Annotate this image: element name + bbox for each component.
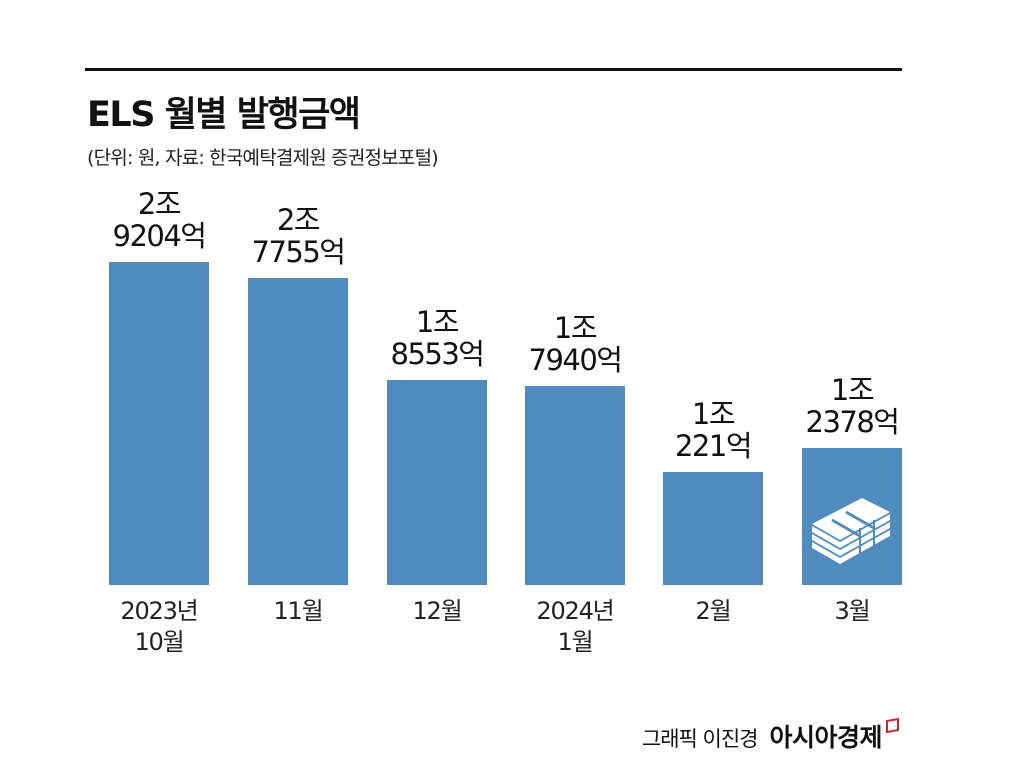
value-label-line: 2조 xyxy=(137,186,182,221)
bar xyxy=(663,471,763,585)
chart-title: ELS 월별 발행금액 xyxy=(87,95,361,135)
category-label-line: 3월 xyxy=(834,597,871,625)
category-label-line: 10월 xyxy=(134,628,184,656)
value-label-line: 7940억 xyxy=(528,343,623,378)
bar xyxy=(248,277,348,585)
category-label-line: 2024년 xyxy=(536,597,614,625)
footer: 그래픽 이진경 아시아경제 xyxy=(641,717,899,754)
category-label: 3월 xyxy=(772,596,932,627)
category-label-line: 11월 xyxy=(273,597,323,625)
bar xyxy=(109,261,209,585)
category-label-line: 12월 xyxy=(412,597,462,625)
category-label: 11월 xyxy=(218,596,378,627)
category-label-line: 2월 xyxy=(695,597,732,625)
value-label-line: 221억 xyxy=(674,428,753,463)
value-label-line: 2378억 xyxy=(805,405,900,440)
category-label: 2월 xyxy=(633,596,793,627)
graphic-credit: 그래픽 이진경 xyxy=(641,727,759,751)
brand-logo: 아시아경제 xyxy=(769,723,882,752)
chart-subtitle: (단위: 원, 자료: 한국예탁결제원 증권정보포털) xyxy=(87,147,439,169)
money-stack-icon xyxy=(812,498,890,564)
bar xyxy=(387,379,487,585)
value-label-line: 1조 xyxy=(553,311,598,346)
value-label-line: 1조 xyxy=(415,304,460,339)
value-label-line: 7755억 xyxy=(251,234,346,269)
brand-mark-icon xyxy=(886,717,899,734)
value-label-line: 8553억 xyxy=(390,336,485,371)
title-rule xyxy=(85,68,902,71)
value-label: 1조 7940억 xyxy=(495,312,655,376)
value-label: 2조 7755억 xyxy=(218,204,378,268)
value-label: 2조 9204억 xyxy=(79,188,239,252)
category-label-line: 2023년 xyxy=(120,597,198,625)
value-label-line: 9204억 xyxy=(112,218,207,253)
value-label-line: 1조 xyxy=(830,373,875,408)
value-label-line: 2조 xyxy=(276,202,321,237)
category-label: 12월 xyxy=(357,596,517,627)
value-label: 1조 221억 xyxy=(633,398,793,462)
category-label: 2023년 10월 xyxy=(79,596,239,658)
value-label: 1조 2378억 xyxy=(772,374,932,438)
value-label: 1조 8553억 xyxy=(357,306,517,370)
category-label-line: 1월 xyxy=(557,628,594,656)
category-label: 2024년 1월 xyxy=(495,596,655,658)
value-label-line: 1조 xyxy=(691,396,736,431)
bar xyxy=(525,386,625,585)
